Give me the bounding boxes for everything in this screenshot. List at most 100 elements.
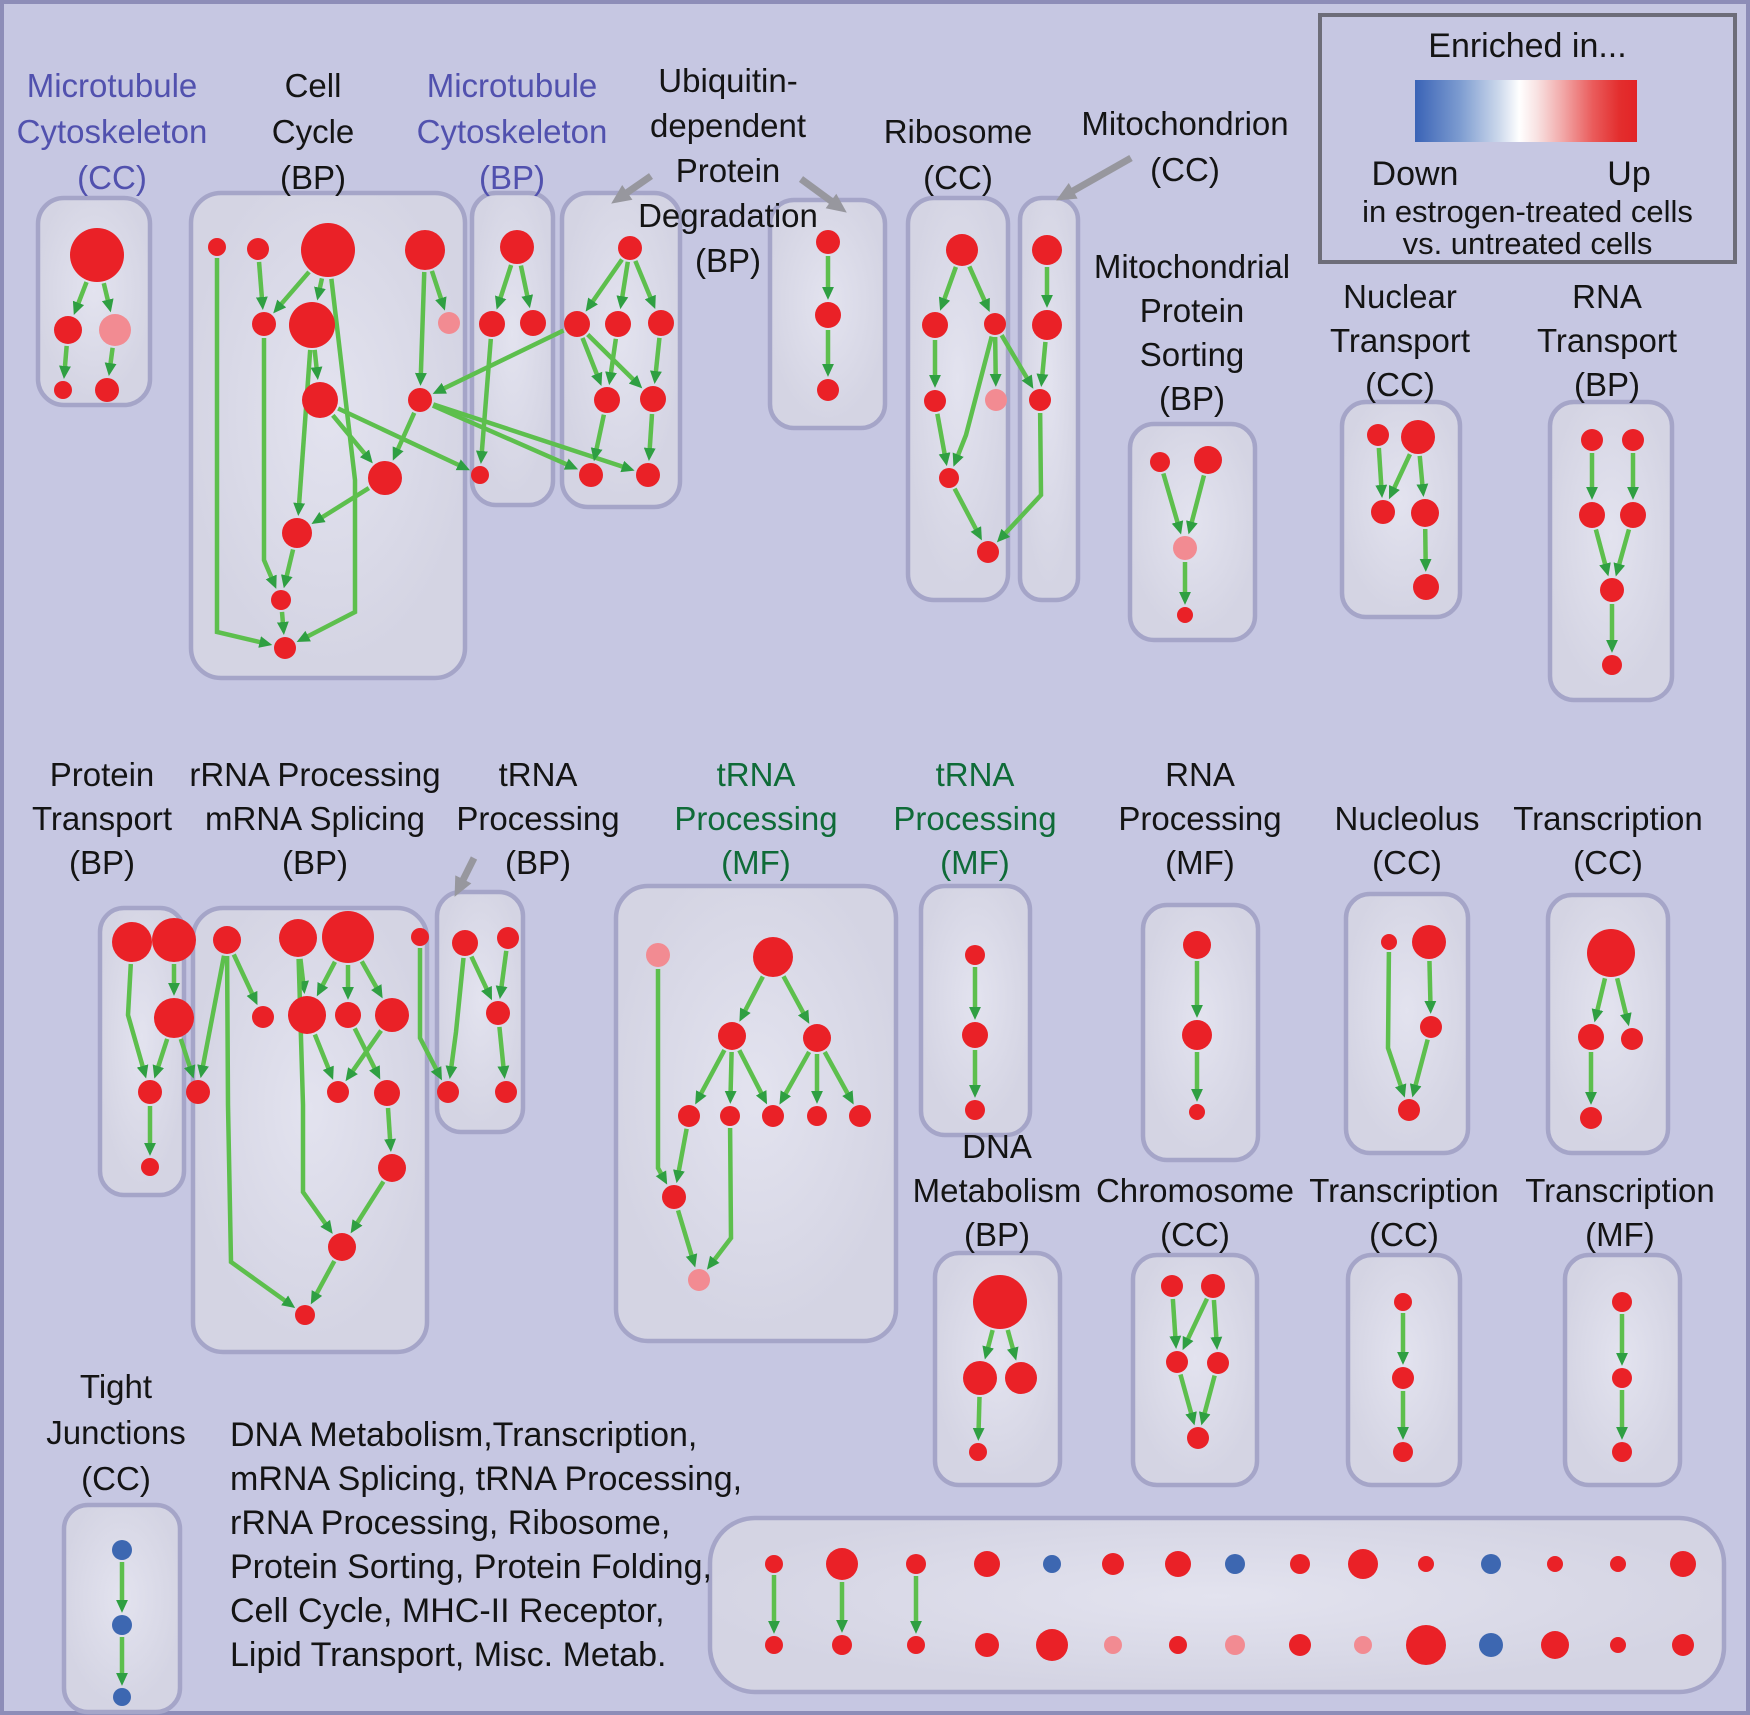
go-node-tm3 xyxy=(718,1022,746,1050)
go-node-ms4 xyxy=(1177,607,1193,623)
go-node-nt5 xyxy=(1413,574,1439,600)
cluster-label-rna-transport-line0: RNA xyxy=(1572,278,1642,315)
legend-subtitle-1: in estrogen-treated cells xyxy=(1362,194,1693,229)
legend-down-label: Down xyxy=(1372,155,1459,193)
edge-nt1-nt3 xyxy=(1375,447,1388,498)
cluster-label-cell-cycle-line1: Cycle xyxy=(272,113,355,150)
pointer-arrow-2 xyxy=(1056,154,1133,201)
legend-gradient-bar xyxy=(1415,80,1637,142)
cluster-label-ubiquitin-line4: (BP) xyxy=(695,242,761,279)
cluster-label-rna-transport-line2: (BP) xyxy=(1574,366,1640,403)
go-node-w7t xyxy=(1165,1551,1191,1577)
edge-ub1c-ub1e xyxy=(605,338,619,386)
edge-ub1e-ub1g xyxy=(590,414,607,462)
go-node-ub2a xyxy=(816,230,840,254)
go-node-tn3 xyxy=(965,1100,985,1120)
edge-cc8-mb4 xyxy=(337,406,470,471)
cluster-box-tmf xyxy=(613,883,899,1344)
go-node-cc6 xyxy=(289,302,335,348)
edge-mb2-mb4 xyxy=(475,338,494,464)
edge-mc3-mc5 xyxy=(104,347,117,377)
go-node-mb1 xyxy=(500,230,534,264)
go-node-w1b xyxy=(765,1636,783,1654)
edge-nc2-nc3 xyxy=(1424,960,1437,1014)
cluster-label-transcription-mf-line0: Transcription xyxy=(1525,1172,1715,1209)
cluster-label-rna-processing-mf-line0: RNA xyxy=(1165,756,1235,793)
cluster-label-rrna-mrna-line0: rRNA Processing xyxy=(189,756,440,793)
category-note: DNA Metabolism,Transcription, mRNA Splici… xyxy=(230,1416,742,1674)
cluster-label-microtubule-bp-line2: (BP) xyxy=(479,159,545,196)
go-node-pt4 xyxy=(138,1080,162,1104)
edge-cc12-cc13 xyxy=(276,611,289,635)
go-node-rr3 xyxy=(322,911,374,963)
go-node-rr12 xyxy=(378,1154,406,1182)
go-node-rb6 xyxy=(939,468,959,488)
go-node-ub1f xyxy=(640,386,666,412)
go-node-dm2 xyxy=(963,1361,997,1395)
pointer-arrow-0 xyxy=(611,173,653,204)
note-line-3: Protein Sorting, Protein Folding, xyxy=(230,1548,712,1586)
go-node-w3t xyxy=(906,1554,926,1574)
go-node-cc4 xyxy=(405,230,445,270)
edge-tm4-tm7 xyxy=(779,1050,812,1105)
go-node-rb4 xyxy=(924,390,946,412)
go-node-nt2 xyxy=(1401,420,1435,454)
edge-tm1-tm10 xyxy=(655,969,668,1185)
go-node-ub1b xyxy=(564,311,590,337)
go-node-t32 xyxy=(1612,1368,1632,1388)
go-node-tb2 xyxy=(497,927,519,949)
go-node-rr13 xyxy=(328,1233,356,1261)
go-node-w1t xyxy=(765,1555,783,1573)
edge-tm10-tm11 xyxy=(675,1209,698,1268)
go-node-tj3 xyxy=(113,1688,131,1706)
cluster-label-nucleolus-line1: (CC) xyxy=(1372,844,1442,881)
edge-mt2-mt3 xyxy=(1036,341,1049,387)
go-node-tm9 xyxy=(849,1105,871,1127)
edge-rr3-rr7 xyxy=(316,960,337,997)
go-node-tj2 xyxy=(112,1615,132,1635)
cluster-label-mito-protein-sorting-line3: (BP) xyxy=(1159,380,1225,417)
edge-tm3-tm7 xyxy=(737,1049,768,1105)
go-node-t22 xyxy=(1392,1367,1414,1389)
go-node-cc1 xyxy=(208,238,226,256)
edge-cc9-cc10 xyxy=(392,411,417,461)
go-node-w4b xyxy=(975,1633,999,1657)
go-node-tb1 xyxy=(452,930,478,956)
legend-subtitle-2: vs. untreated cells xyxy=(1403,226,1653,261)
cluster-label-chromosome-line0: Chromosome xyxy=(1096,1172,1294,1209)
go-node-mt2 xyxy=(1032,310,1062,340)
go-node-ub2b xyxy=(815,302,841,328)
go-node-mc1 xyxy=(70,228,124,282)
edge-ub1b-cc9 xyxy=(432,328,565,394)
go-node-rr11 xyxy=(374,1080,400,1106)
go-node-rb5 xyxy=(985,389,1007,411)
go-node-rt2 xyxy=(1622,429,1644,451)
go-node-ch4 xyxy=(1207,1352,1229,1374)
edge-ub1f-ub1h xyxy=(643,413,656,461)
edge-tm2-tm4 xyxy=(781,975,810,1024)
edges xyxy=(59,256,1639,1686)
go-node-cc5 xyxy=(252,312,276,336)
go-node-w10b xyxy=(1354,1636,1372,1654)
go-node-w9t xyxy=(1290,1554,1310,1574)
edge-ub1b-ub1f xyxy=(586,332,643,389)
go-node-cc7 xyxy=(438,312,460,334)
edge-tc1-tc2 xyxy=(1591,977,1608,1023)
go-node-w6b xyxy=(1104,1636,1122,1654)
cluster-label-tight-junctions-line1: Junctions xyxy=(46,1414,185,1451)
legend-up-label: Up xyxy=(1607,155,1650,193)
go-node-w10t xyxy=(1348,1549,1378,1579)
go-node-nc3 xyxy=(1420,1016,1442,1038)
go-node-w14b xyxy=(1610,1637,1626,1653)
cluster-label-mito-protein-sorting-line1: Protein xyxy=(1140,292,1245,329)
go-node-rr8 xyxy=(335,1002,361,1028)
go-node-pt5 xyxy=(141,1158,159,1176)
go-node-cc3 xyxy=(301,223,355,277)
go-node-rb2 xyxy=(922,312,948,338)
go-node-tm4 xyxy=(803,1024,831,1052)
go-node-rr9 xyxy=(375,998,409,1032)
cluster-label-cell-cycle-line2: (BP) xyxy=(280,159,346,196)
cluster-label-trna-mf-2-line2: (MF) xyxy=(940,844,1010,881)
